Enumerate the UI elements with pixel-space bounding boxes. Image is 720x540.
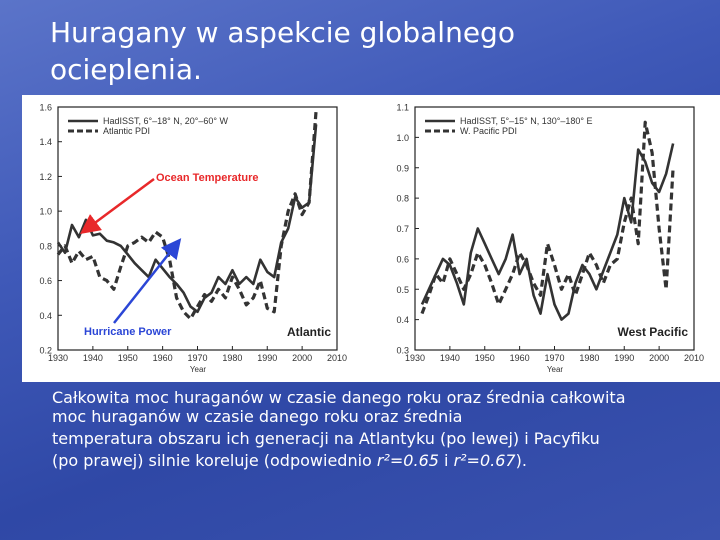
ocean-temperature-label: Ocean Temperature [156,172,259,184]
x-tick-label: 1950 [118,353,138,363]
y-tick-label: 1.1 [396,103,409,113]
y-tick-label: 0.3 [396,346,409,356]
caption-end: ). [515,451,527,470]
caption-mid: i [438,451,454,470]
legend-label: HadISST, 6°–18° N, 20°–60° W [103,116,228,126]
legend-label: HadISST, 5°–15° N, 130°–180° E [460,116,592,126]
caption-line-2: moc huraganów w czasie danego roku oraz … [52,407,463,426]
x-tick-label: 1960 [510,353,530,363]
x-tick-label: 1940 [83,353,103,363]
x-tick-label: 1990 [257,353,277,363]
x-tick-label: 1960 [153,353,173,363]
y-tick-label: 0.7 [396,224,409,234]
caption-line-4: (po prawej) silnie koreluje (odpowiednio… [52,450,692,472]
y-tick-label: 0.8 [39,241,52,251]
caption-r2-atlantic: r²=0.65 [376,451,439,470]
x-tick-label: 1930 [48,353,68,363]
plot-frame-pacific [414,106,695,351]
figure-panel: 0.2 0.4 0.6 0.8 1.0 1.2 1.4 1.6 1930 1940 1950 1960… [22,95,720,382]
series-line-sst [420,143,675,321]
series-line-pdi [56,110,318,321]
x-tick-label: 2000 [292,353,312,363]
hurricane-power-label: Hurricane Power [84,326,172,338]
ocean-temperature-arrow [79,177,155,234]
y-tick-label: 0.8 [396,194,409,204]
x-axis-label: Year [547,365,564,374]
y-tick-label: 0.5 [396,285,409,295]
caption-line-1: Całkowita moc huraganów w czasie danego … [52,388,626,407]
charts-svg: 0.2 0.4 0.6 0.8 1.0 1.2 1.4 1.6 1930 1940 1950 1960… [39,103,704,375]
x-tick-label: 2010 [684,353,704,363]
x-tick-label: 2000 [649,353,669,363]
x-axis-label: Year [190,365,207,374]
x-tick-label: 2010 [327,353,347,363]
x-tick-label: 1940 [440,353,460,363]
y-tick-label: 1.6 [39,103,52,113]
y-tick-label: 1.0 [39,207,52,217]
y-tick-label: 0.2 [39,346,52,356]
region-label-pacific: West Pacific [618,325,689,339]
chart-pacific: 0.3 0.4 0.5 0.6 0.7 0.8 0.9 1.0 1.1 1930 1940 1950 1… [396,103,704,375]
region-label-atlantic: Atlantic [287,325,331,339]
chart-atlantic: 0.2 0.4 0.6 0.8 1.0 1.2 1.4 1.6 1930 1940 1950 1960… [39,103,347,375]
y-tick-label: 0.4 [39,311,52,321]
slide-title: Huragany w aspekcie globalnego ociepleni… [50,14,670,88]
x-tick-label: 1970 [187,353,207,363]
series-line-sst [56,124,318,314]
legend-label: W. Pacific PDI [460,126,517,136]
y-tick-label: 0.6 [396,254,409,264]
slide-title-line-2: ocieplenia. [50,53,202,86]
y-tick-label: 0.4 [396,315,409,325]
series-line-pdi [420,120,675,315]
x-tick-label: 1990 [614,353,634,363]
hurricane-power-arrow [113,238,182,324]
legend-label: Atlantic PDI [103,126,150,136]
y-tick-label: 0.9 [396,163,409,173]
x-tick-label: 1980 [222,353,242,363]
y-tick-label: 0.6 [39,276,52,286]
x-tick-label: 1930 [405,353,425,363]
plot-frame-atlantic [57,106,338,351]
caption-line-3: temperatura obszaru ich generacji na Atl… [52,429,600,448]
caption-r2-pacific: r²=0.67 [453,451,516,470]
caption-line-4-start: (po prawej) silnie koreluje (odpowiednio [52,451,377,470]
x-tick-label: 1970 [544,353,564,363]
x-tick-label: 1950 [475,353,495,363]
y-tick-label: 1.0 [396,133,409,143]
slide-title-line-1: Huragany w aspekcie globalnego [50,16,515,49]
slide-caption: Całkowita moc huraganów w czasie danego … [52,390,692,472]
x-tick-label: 1980 [579,353,599,363]
y-tick-label: 1.2 [39,172,52,182]
y-tick-label: 1.4 [39,137,52,147]
